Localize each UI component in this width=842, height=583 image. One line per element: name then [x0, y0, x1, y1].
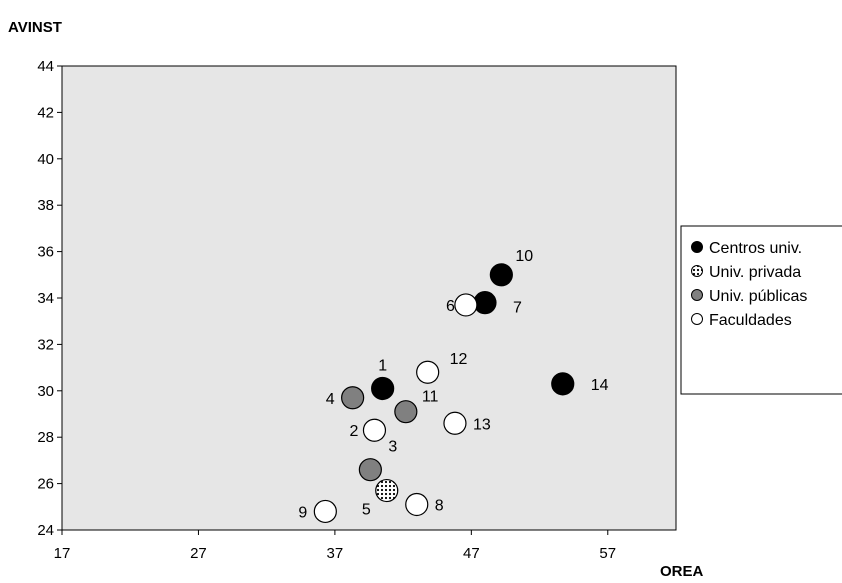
y-tick-label: 26 — [37, 476, 54, 493]
data-point-4 — [341, 386, 365, 410]
data-point-10 — [489, 263, 513, 287]
point-label-11: 11 — [422, 389, 439, 406]
point-label-2: 2 — [350, 423, 359, 440]
point-label-9: 9 — [298, 504, 307, 521]
point-label-4: 4 — [326, 391, 335, 408]
y-tick-label: 42 — [37, 104, 54, 121]
y-axis: 24 26 28 30 32 34 36 38 40 42 44 — [37, 58, 62, 539]
data-point-14 — [551, 372, 575, 396]
legend-entry: Centros univ. — [709, 240, 802, 257]
point-label-5: 5 — [362, 502, 371, 519]
data-point-5 — [375, 478, 399, 503]
x-tick-label: 17 — [54, 545, 71, 562]
x-tick-label: 47 — [463, 545, 480, 562]
legend-entry: Faculdades — [709, 312, 792, 329]
data-point-12 — [416, 360, 440, 384]
y-tick-label: 44 — [37, 58, 54, 75]
point-label-6: 6 — [446, 298, 455, 315]
legend-marker — [691, 241, 703, 253]
legend: Centros univ. Univ. privada Univ. públicas… — [680, 225, 842, 395]
point-label-13: 13 — [473, 416, 491, 433]
y-tick-label: 24 — [37, 522, 54, 539]
point-label-7: 7 — [513, 300, 522, 317]
y-tick-label: 38 — [37, 197, 54, 214]
data-point-7 — [473, 291, 497, 315]
legend-box — [680, 225, 842, 395]
data-point-13 — [443, 411, 467, 435]
point-label-12: 12 — [450, 351, 468, 368]
x-axis-title: OREA — [660, 563, 704, 580]
y-tick-label: 30 — [37, 383, 54, 400]
data-point-8 — [405, 492, 429, 517]
point-label-3: 3 — [388, 439, 397, 456]
point-label-1: 1 — [378, 357, 387, 374]
data-point-9 — [313, 499, 337, 524]
y-tick-label: 40 — [37, 151, 54, 168]
data-point-1 — [371, 376, 395, 401]
x-tick-label: 37 — [327, 545, 344, 562]
legend-marker — [691, 313, 703, 325]
data-point-6 — [454, 293, 478, 317]
legend-marker — [691, 265, 703, 277]
data-points: 1 7 10 14 5 3 4 11 2 6 8 9 12 13 — [298, 248, 609, 524]
data-point-2 — [362, 418, 387, 442]
data-point-3 — [358, 458, 382, 482]
y-tick-label: 32 — [37, 336, 54, 353]
x-axis: 17 27 37 47 57 — [54, 530, 616, 562]
y-tick-label: 28 — [37, 429, 54, 446]
x-tick-label: 27 — [190, 545, 207, 562]
legend-entry: Univ. públicas — [709, 288, 807, 305]
point-label-10: 10 — [515, 248, 533, 265]
data-point-11 — [394, 400, 418, 424]
legend-entry: Univ. privada — [709, 264, 801, 281]
point-label-8: 8 — [435, 497, 444, 514]
y-tick-label: 34 — [37, 290, 54, 307]
plot-area — [61, 65, 677, 531]
y-axis-title: AVINST — [8, 19, 62, 36]
x-tick-label: 57 — [599, 545, 616, 562]
y-tick-label: 36 — [37, 244, 54, 261]
point-label-14: 14 — [591, 377, 609, 394]
legend-marker — [691, 289, 703, 301]
